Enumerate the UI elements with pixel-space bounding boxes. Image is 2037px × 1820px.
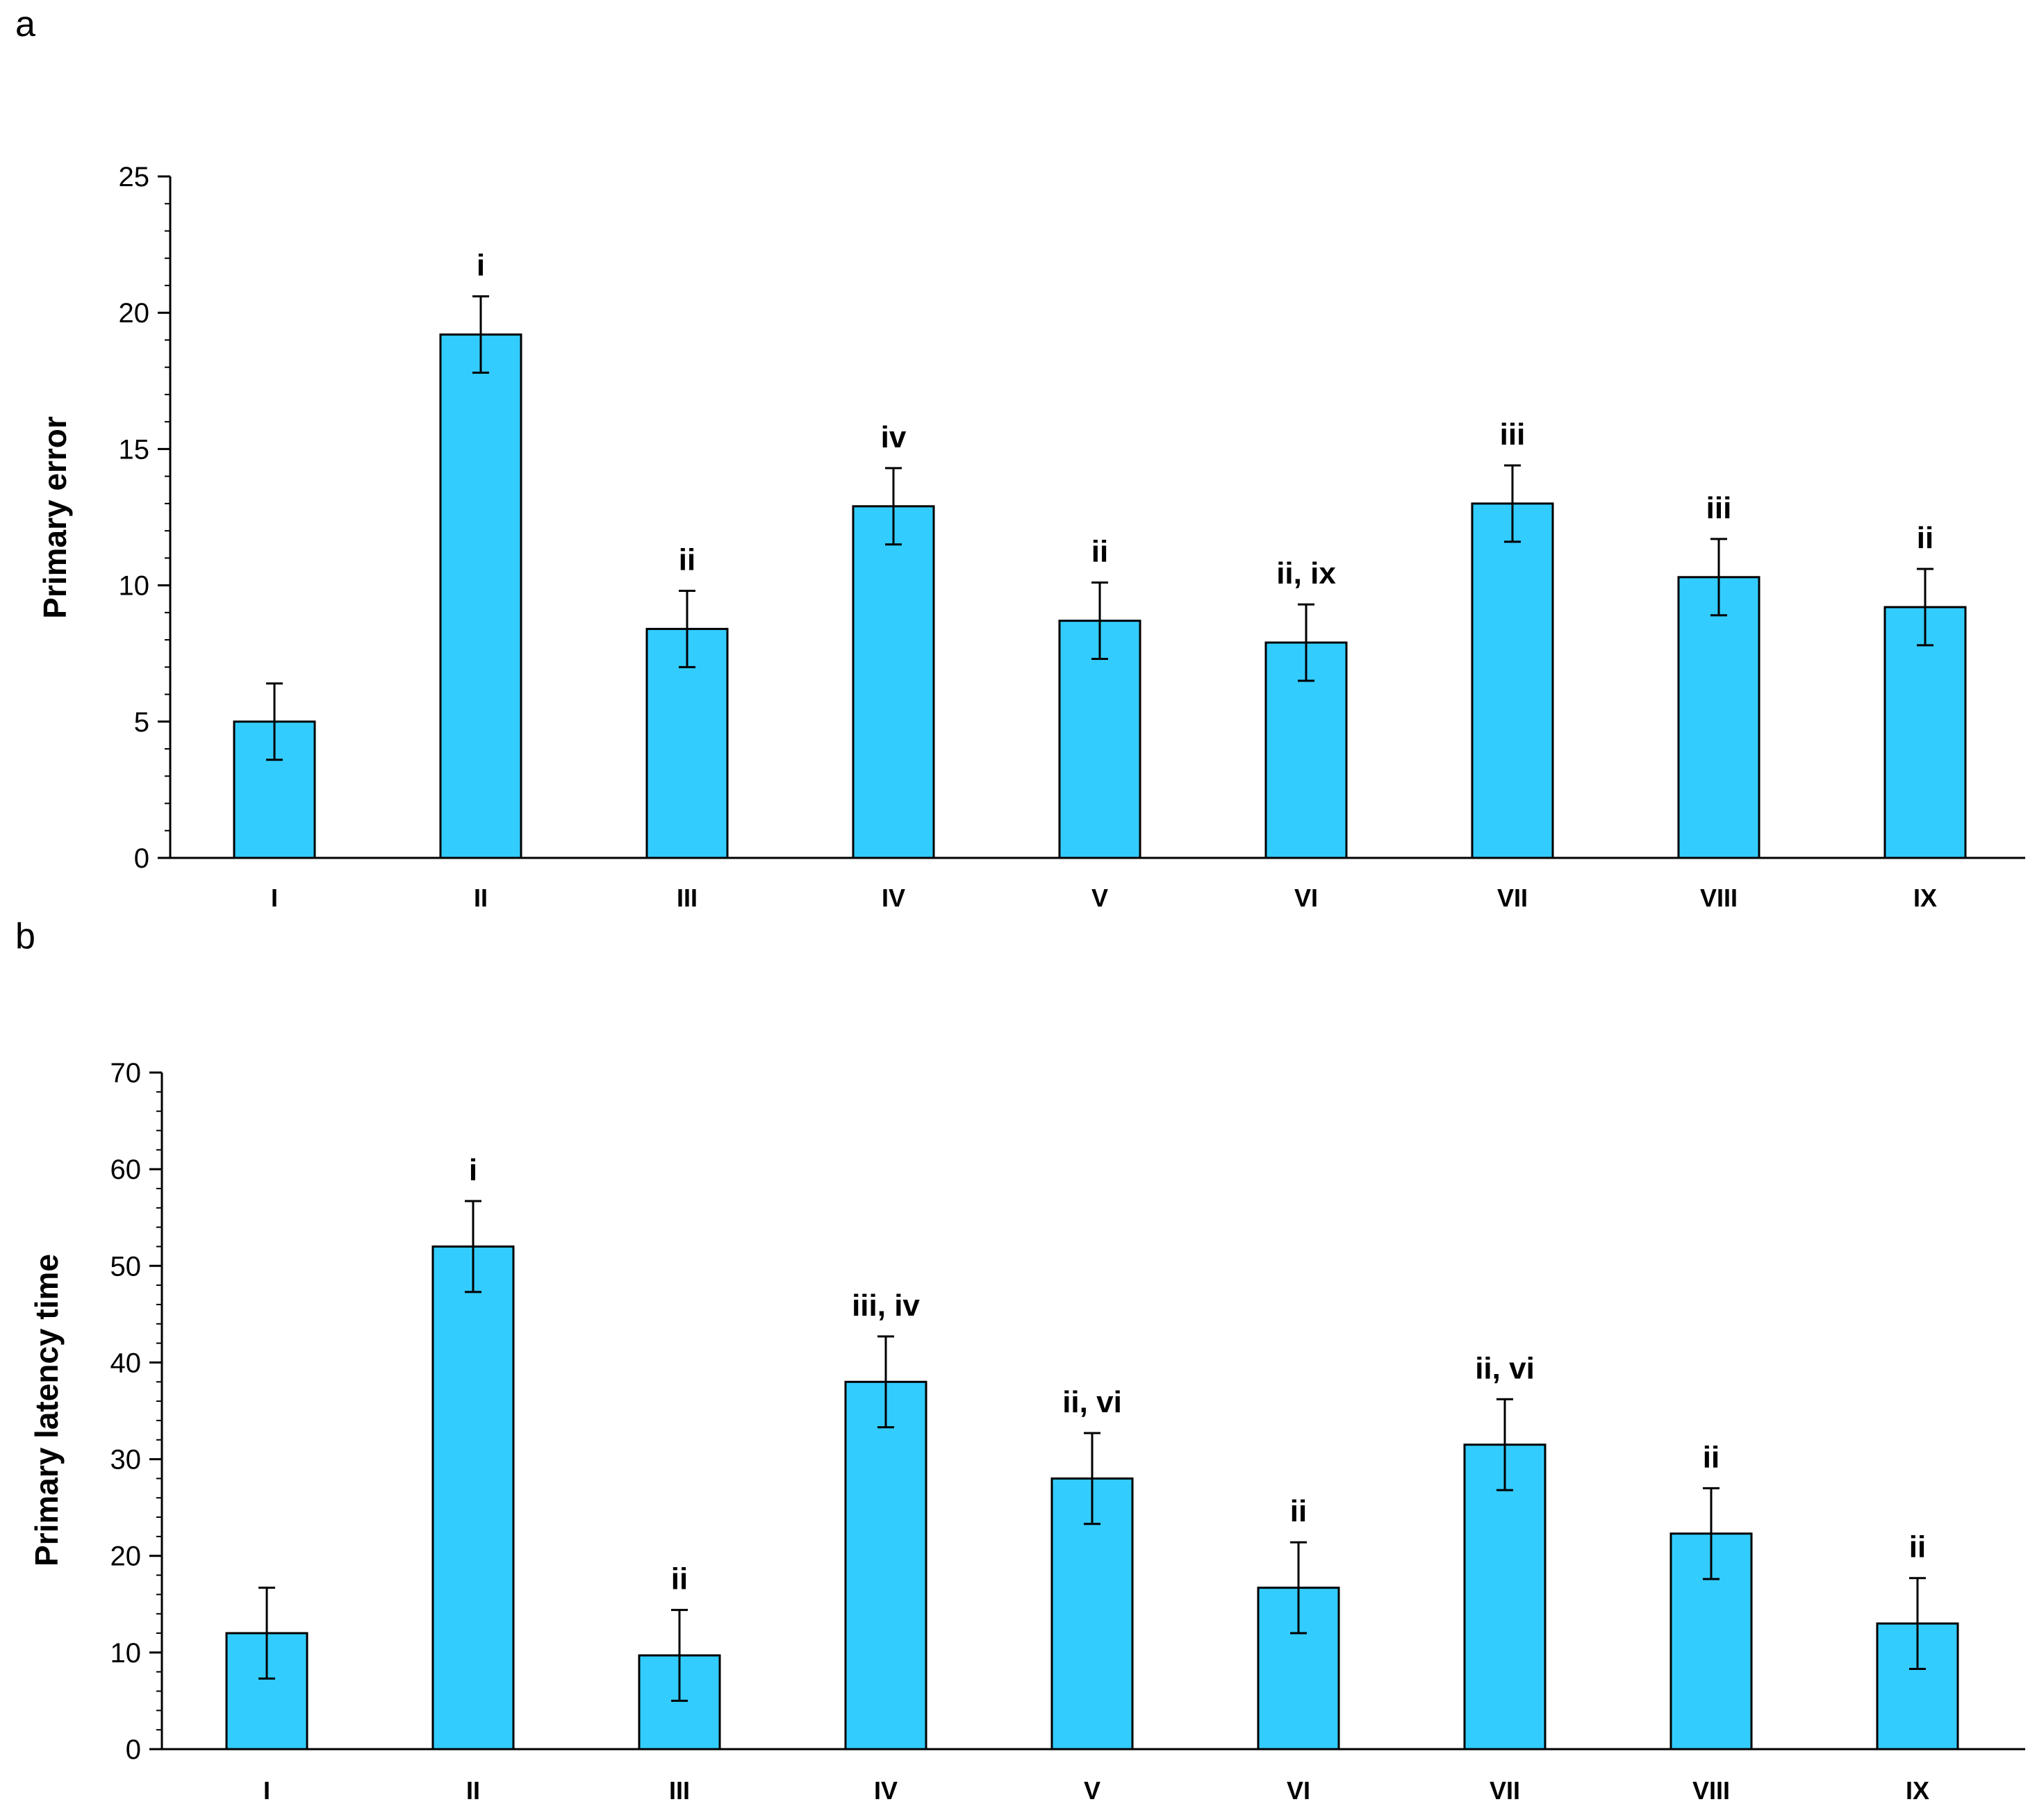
x-tick-label-III: III [677,884,698,912]
panel-letter: b [15,916,35,957]
significance-label-VII: ii, vi [1475,1351,1535,1385]
significance-label-IV: iii, iv [852,1289,920,1323]
x-tick-label-III: III [669,1776,690,1805]
significance-label-II: i [469,1153,477,1187]
y-tick-label: 30 [110,1445,142,1475]
significance-label-V: ii [1091,535,1108,569]
y-axis-title: Primary error [37,416,73,619]
significance-label-IV: iv [881,420,907,454]
bar-VIII [1677,576,1760,859]
significance-label-III: ii [679,543,695,577]
y-tick-label: 20 [110,1541,142,1572]
y-tick-label: 60 [110,1155,142,1185]
panel-b: b Primary latency time 0 10 20 30 40 50 60 70 Ii II… [15,916,2025,1805]
bar-IV [852,505,935,859]
x-tick-label-V: V [1084,1776,1100,1805]
panel-letter: a [15,4,35,44]
y-tick-label: 10 [119,571,150,602]
panel-a: a Primary error 0 5 10 15 20 25 Ii II ii III iv IV ii V… [15,4,2025,912]
x-tick-label-VII: VII [1497,884,1528,912]
significance-label-V: ii, vi [1062,1385,1122,1419]
bar-II [439,333,522,859]
x-tick-label-IV: IV [874,1776,898,1805]
x-tick-label-IV: IV [882,884,905,912]
x-tick-label-VIII: VIII [1692,1776,1730,1805]
y-tick-label: 15 [119,434,150,465]
y-tick-label: 25 [119,162,150,192]
x-tick-label-VIII: VIII [1700,884,1738,912]
x-tick-label-IX: IX [1913,884,1937,912]
bar-VII [1471,502,1554,859]
x-tick-label-II: II [466,1776,480,1805]
significance-label-VII: iii [1500,417,1526,452]
bar-VII [1463,1443,1547,1751]
y-tick-label: 0 [126,1735,141,1765]
y-tick-label: 10 [110,1638,142,1669]
x-tick-label-IX: IX [1906,1776,1929,1805]
significance-label-IX: ii [1917,521,1933,555]
x-tick-label-I: I [263,1776,270,1805]
x-tick-label-VII: VII [1490,1776,1520,1805]
significance-label-IX: ii [1909,1530,1926,1564]
x-tick-label-I: I [271,884,278,912]
y-tick-label: 70 [110,1058,142,1089]
y-tick-label: 20 [119,298,150,329]
y-axis-title: Primary latency time [28,1254,65,1566]
x-tick-label-V: V [1091,884,1108,912]
y-tick-label: 0 [134,843,149,874]
significance-label-VIII: ii [1703,1440,1720,1474]
significance-label-VIII: iii [1706,491,1732,525]
y-tick-label: 50 [110,1251,142,1282]
x-tick-label-II: II [474,884,488,912]
bar-IV [844,1380,927,1751]
bar-II [431,1245,515,1751]
x-tick-label-VI: VI [1294,884,1318,912]
significance-label-VI: ii [1290,1494,1307,1528]
y-tick-label: 40 [110,1348,142,1378]
significance-label-II: i [477,249,485,283]
y-tick-label: 5 [134,707,149,738]
x-tick-label-VI: VI [1287,1776,1310,1805]
significance-label-III: ii [671,1562,688,1596]
significance-label-VI: ii, ix [1276,556,1336,590]
